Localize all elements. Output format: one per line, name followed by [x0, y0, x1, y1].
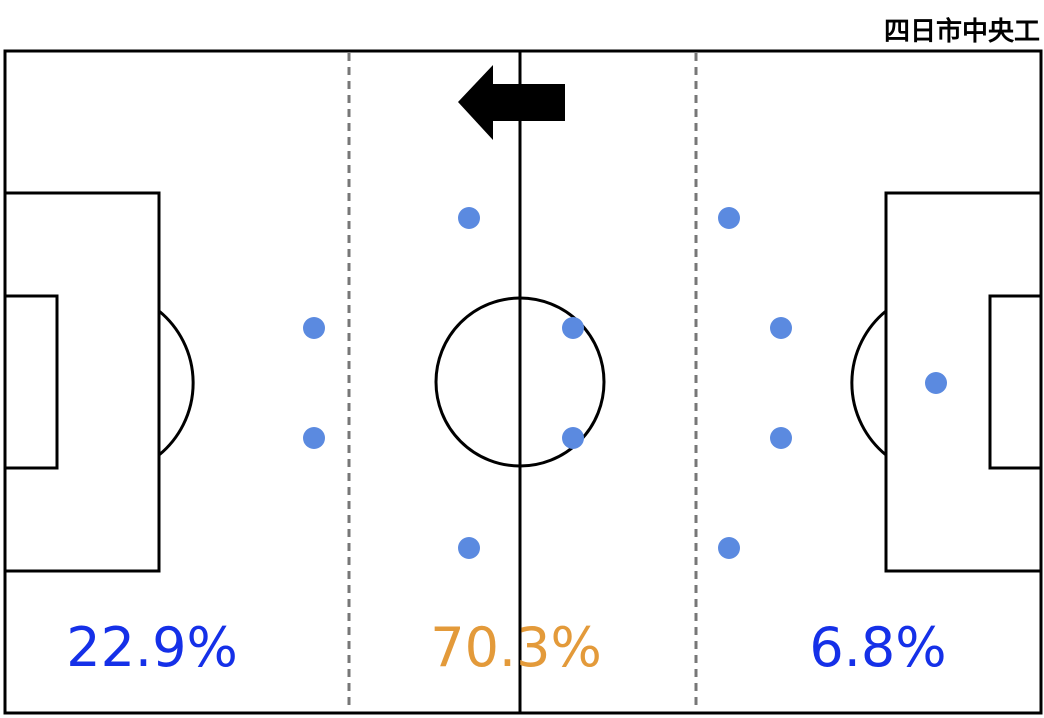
center-circle [434, 296, 606, 468]
penalty-box [884, 191, 1043, 573]
team-name: 四日市中央工 [884, 16, 1040, 47]
player [718, 537, 740, 559]
penalty-box [3, 191, 161, 573]
player [303, 317, 325, 339]
players [303, 207, 947, 559]
zone-labels: 22.9% 70.3% 6.8% [66, 616, 946, 679]
player [303, 427, 325, 449]
player [770, 317, 792, 339]
penalty-arc [158, 309, 195, 457]
arrow-body [490, 84, 565, 121]
zone-percentage: 6.8% [809, 616, 946, 679]
zone-percentage: 70.3% [430, 616, 602, 679]
penalty-arc [850, 309, 887, 457]
player [562, 427, 584, 449]
zone-percentage: 22.9% [66, 616, 238, 679]
goal-box [3, 294, 59, 470]
player [718, 207, 740, 229]
arrow-head [458, 65, 493, 140]
player [458, 207, 480, 229]
player [770, 427, 792, 449]
pitch [3, 49, 1043, 715]
player [562, 317, 584, 339]
goal-box [988, 294, 1043, 470]
attack-arrow [458, 65, 565, 140]
player [925, 372, 947, 394]
player [458, 537, 480, 559]
